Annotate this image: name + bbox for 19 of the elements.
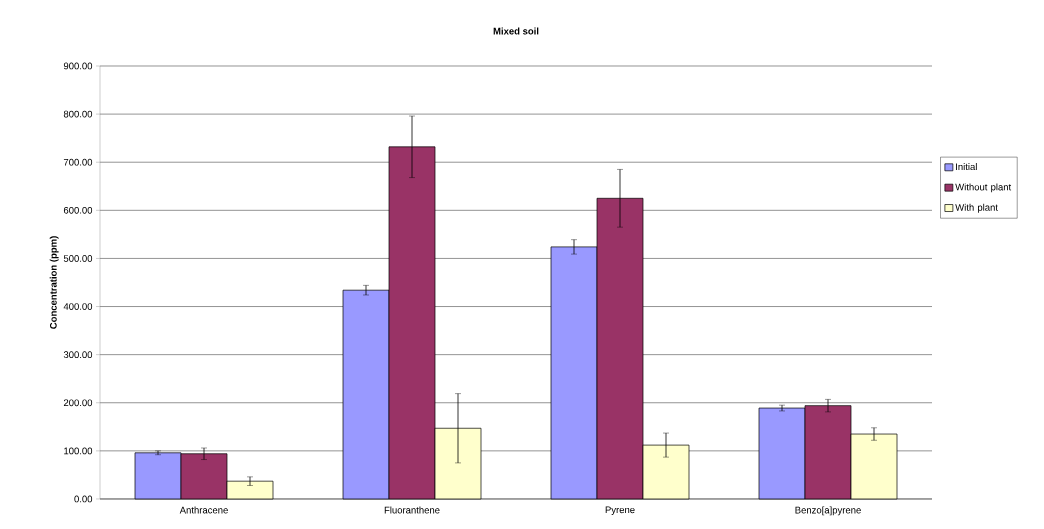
x-tick-label: Benzo[a]pyrene <box>795 506 861 516</box>
x-tick-label: Pyrene <box>605 506 635 516</box>
y-tick-label: 900.00 <box>63 62 93 70</box>
y-axis-title: Concentration (ppm) <box>49 236 59 329</box>
y-tick-label: 400.00 <box>63 303 93 310</box>
legend-label: Initial <box>956 163 977 171</box>
legend-label: With plant <box>955 203 998 213</box>
y-tick-label: 500.00 <box>63 255 93 262</box>
chart-title: Mixed soil <box>493 27 539 35</box>
y-tick-label: 300.00 <box>63 351 93 359</box>
y-tick-label: 700.00 <box>63 158 93 166</box>
y-tick-label: 0.00 <box>74 495 93 503</box>
legend-label: Without plant <box>955 183 1012 193</box>
y-tick-label: 100.00 <box>64 447 93 455</box>
y-tick-label: 800.00 <box>63 110 93 118</box>
y-tick-label: 200.00 <box>63 399 93 407</box>
y-tick-label: 600.00 <box>63 206 93 214</box>
x-tick-label: Anthracene <box>179 506 228 514</box>
x-tick-label: Fluoranthene <box>384 506 440 514</box>
